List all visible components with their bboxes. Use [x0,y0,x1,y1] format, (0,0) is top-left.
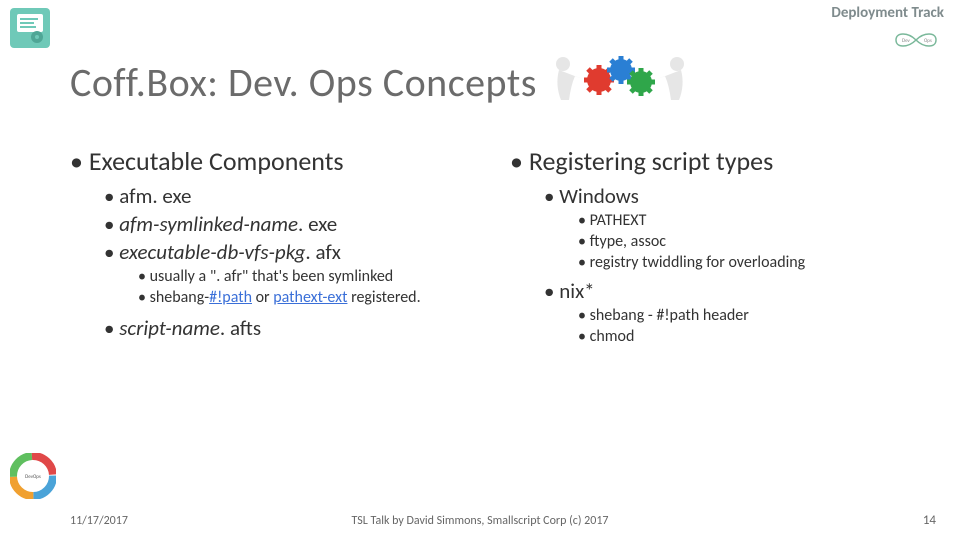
item-text: afm. exe [119,183,191,209]
content-columns: Executable Components afm. exe afm-symli… [70,145,930,346]
track-label: Deployment Track [831,4,944,22]
text-fragment: or [252,288,273,307]
devops-ring-icon: DevOps [10,453,56,504]
list-item: afm-symlinked-name. exe [104,211,490,237]
slide: { "header": { "track_label": "Deployment… [0,0,960,540]
svg-text:Dev: Dev [902,38,911,44]
list-item: Windows [544,183,930,209]
list-sub-item: chmod [578,327,930,346]
item-text-italic: script-name [119,315,220,341]
link-text[interactable]: pathext-ext [273,288,347,307]
item-suffix: . afx [305,239,341,265]
left-heading: Executable Components [70,145,490,177]
list-sub-item: usually a ". afr" that's been symlinked [138,267,490,286]
link-text[interactable]: #!path [209,288,252,307]
slide-title: Coff.Box: Dev. Ops Concepts [70,58,537,107]
item-suffix: . exe [298,211,337,237]
right-column: Registering script types Windows PATHEXT… [510,145,930,346]
list-item: nix* [544,278,930,304]
list-sub-item: PATHEXT [578,211,930,230]
svg-text:Ops: Ops [924,38,932,44]
svg-text:DevOps: DevOps [25,474,41,480]
text-fragment: shebang- [150,288,210,307]
slide-deck-icon [10,8,50,53]
list-item: afm. exe [104,183,490,209]
list-sub-item: registry twiddling for overloading [578,253,930,272]
item-text-italic: afm-symlinked-name [119,211,298,237]
footer-page-number: 14 [923,513,936,528]
item-text-italic: executable-db-vfs-pkg [119,239,305,265]
right-heading: Registering script types [510,145,930,177]
list-item: script-name. afts [104,315,490,341]
list-sub-item: shebang-#!path or pathext-ext registered… [138,288,490,307]
left-column: Executable Components afm. exe afm-symli… [70,145,490,346]
list-sub-item: shebang - #!path header [578,306,930,325]
item-suffix: . afts [220,315,261,341]
devops-infinity-icon: Dev Ops [892,28,940,57]
list-item: executable-db-vfs-pkg. afx [104,239,490,265]
list-sub-item: ftype, assoc [578,232,930,251]
text-fragment: registered. [347,288,420,307]
footer-attribution: TSL Talk by David Simmons, Smallscript C… [0,514,960,528]
gears-people-icon [545,50,695,110]
